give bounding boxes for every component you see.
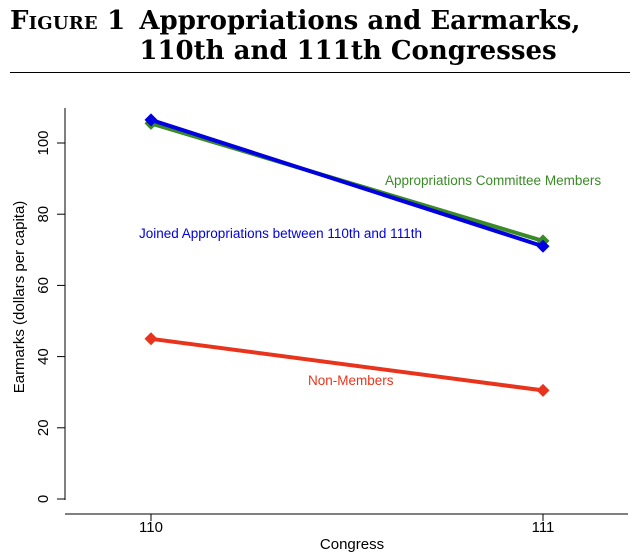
- series-line-joined-appropriations: [149, 117, 545, 249]
- x-tick-label: 110: [139, 519, 163, 536]
- x-axis-ticks: 110 111: [139, 514, 554, 536]
- data-point-joined-appropriations: [536, 239, 550, 253]
- series-layer: [144, 113, 550, 397]
- y-tick-label: 40: [35, 348, 52, 365]
- figure-header: Figure 1 Appropriations and Earmarks, 11…: [10, 6, 630, 66]
- series-joined-appropriations: [144, 113, 550, 253]
- title-divider: [10, 72, 630, 73]
- data-point-joined-appropriations: [144, 113, 158, 127]
- y-tick-label: 0: [35, 495, 52, 503]
- figure-title: Appropriations and Earmarks, 110th and 1…: [139, 6, 581, 66]
- series-line-non-members: [149, 336, 545, 393]
- x-axis-title: Congress: [320, 536, 384, 553]
- y-tick-label: 20: [35, 419, 52, 436]
- y-tick-label: 80: [35, 206, 52, 223]
- data-point-non-members: [536, 383, 550, 397]
- y-axis-ticks: 0 20 40 60 80 100: [35, 130, 65, 503]
- x-axis: 110 111 Congress: [65, 513, 628, 553]
- y-axis: 0 20 40 60 80 100 Earmarks (dollars per capit…: [11, 108, 66, 503]
- figure-label: Figure 1: [10, 6, 126, 36]
- x-tick-label: 111: [532, 519, 555, 536]
- series-label-appropriations-members: Appropriations Committee Members: [385, 173, 601, 188]
- series-labels: Appropriations Committee Members Joined …: [139, 173, 601, 388]
- y-tick-label: 100: [35, 130, 52, 155]
- figure-title-block: Figure 1 Appropriations and Earmarks, 11…: [10, 6, 630, 66]
- y-axis-title: Earmarks (dollars per capita): [11, 201, 28, 394]
- series-label-non-members: Non-Members: [308, 373, 394, 388]
- series-non-members: [144, 332, 550, 397]
- y-tick-label: 60: [35, 277, 52, 294]
- series-label-joined-appropriations: Joined Appropriations between 110th and …: [139, 226, 422, 241]
- data-point-non-members: [144, 332, 158, 346]
